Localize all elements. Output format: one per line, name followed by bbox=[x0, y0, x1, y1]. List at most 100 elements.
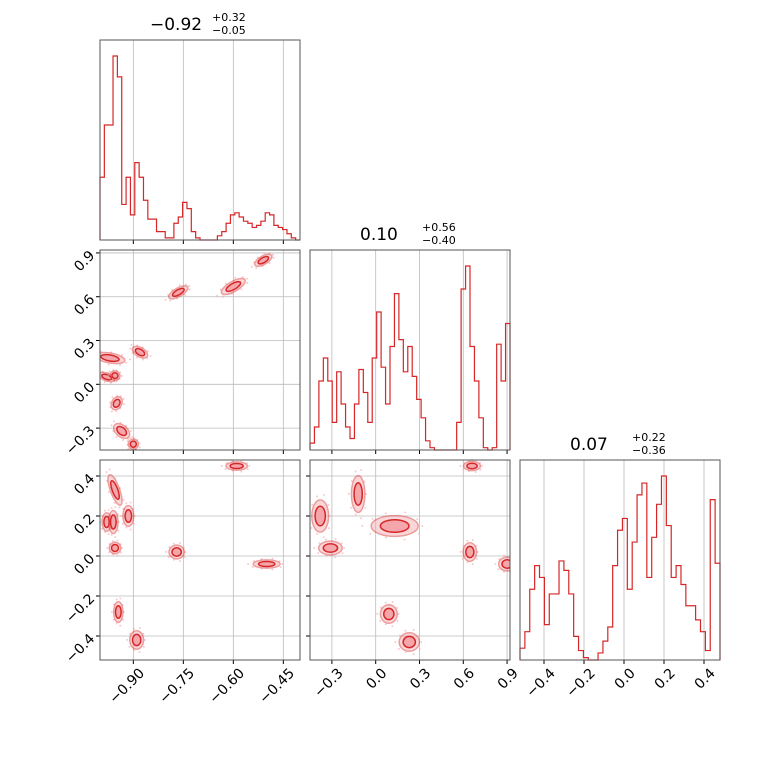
contour-blob bbox=[126, 436, 141, 450]
sample-point bbox=[106, 546, 109, 549]
sample-point bbox=[143, 639, 146, 641]
sample-point bbox=[271, 557, 274, 560]
sample-point bbox=[119, 543, 122, 546]
sample-point bbox=[103, 531, 106, 534]
sample-point bbox=[394, 640, 397, 643]
y-tick-label: −0.4 bbox=[63, 631, 98, 666]
panel-background bbox=[100, 250, 300, 450]
x-tick-label: 0.0 bbox=[612, 665, 639, 692]
sample-point bbox=[119, 551, 122, 554]
sample-point bbox=[459, 464, 462, 467]
sample-point bbox=[268, 252, 271, 255]
sample-point bbox=[494, 562, 497, 565]
sample-point bbox=[130, 343, 133, 346]
histogram-title-0: −0.92 bbox=[150, 15, 202, 35]
sample-point bbox=[479, 461, 482, 464]
sample-point bbox=[245, 462, 248, 465]
sample-point bbox=[397, 613, 400, 615]
sample-point bbox=[240, 470, 243, 473]
sample-point bbox=[133, 627, 136, 630]
histogram-title-1: 0.10 bbox=[360, 225, 398, 245]
contour-inner bbox=[257, 255, 270, 265]
sample-point bbox=[384, 623, 387, 626]
sample-point bbox=[502, 554, 505, 557]
contour-blob bbox=[119, 501, 136, 531]
sample-point bbox=[113, 501, 116, 504]
sample-point bbox=[106, 479, 109, 482]
sample-point bbox=[171, 288, 174, 291]
contour-blob bbox=[105, 505, 120, 539]
sample-point bbox=[322, 493, 325, 496]
sample-point bbox=[459, 550, 462, 553]
sample-point bbox=[109, 377, 112, 380]
contour-blob bbox=[347, 468, 368, 520]
sample-point bbox=[131, 352, 134, 355]
contour-blob bbox=[110, 597, 125, 627]
sample-point bbox=[115, 380, 118, 383]
sample-point bbox=[127, 447, 130, 450]
x-tick-label: −0.4 bbox=[523, 665, 558, 700]
sample-point bbox=[245, 277, 248, 280]
contour-blob bbox=[129, 343, 152, 361]
sample-point bbox=[125, 502, 128, 505]
sample-point bbox=[350, 480, 353, 483]
contour-blob bbox=[107, 369, 123, 383]
sample-point bbox=[114, 536, 117, 539]
sample-point bbox=[142, 645, 145, 648]
sample-point bbox=[317, 552, 320, 555]
histogram-title-2: 0.07 bbox=[570, 435, 608, 455]
sample-point bbox=[479, 468, 482, 471]
sample-point bbox=[515, 568, 517, 570]
sample-point bbox=[119, 487, 122, 490]
sample-point bbox=[132, 508, 135, 511]
sample-point bbox=[241, 276, 244, 279]
sample-point bbox=[121, 353, 124, 356]
sample-point bbox=[462, 468, 465, 471]
sample-point bbox=[279, 566, 282, 569]
sample-point bbox=[412, 628, 415, 631]
contour-inner bbox=[353, 482, 364, 506]
contour-blob bbox=[110, 420, 134, 442]
sample-point bbox=[397, 647, 400, 650]
sample-point bbox=[188, 288, 191, 291]
sample-point bbox=[129, 429, 132, 432]
sample-point bbox=[220, 464, 223, 467]
y-tick-label: −0.3 bbox=[63, 423, 98, 458]
sample-point bbox=[115, 622, 118, 625]
sample-point bbox=[251, 566, 254, 569]
sample-point bbox=[417, 634, 420, 637]
sample-point bbox=[272, 253, 275, 256]
sample-point bbox=[514, 558, 516, 560]
contour-blob bbox=[220, 460, 251, 473]
sample-point bbox=[125, 361, 128, 364]
sample-point bbox=[167, 556, 170, 559]
sample-point bbox=[122, 403, 125, 406]
contour-inner bbox=[402, 635, 417, 649]
sample-point bbox=[136, 439, 139, 442]
sample-point bbox=[118, 506, 121, 509]
y-tick-label: 0.9 bbox=[71, 248, 98, 275]
contour-inner bbox=[257, 560, 276, 568]
sample-point bbox=[107, 490, 110, 493]
sample-point bbox=[101, 514, 104, 517]
sample-point bbox=[363, 480, 366, 483]
sample-point bbox=[396, 619, 399, 622]
sample-point bbox=[113, 420, 116, 423]
title-lower-error: −0.40 bbox=[422, 234, 456, 247]
contour-blob bbox=[459, 538, 479, 566]
sample-point bbox=[109, 401, 112, 404]
histogram-step-line bbox=[519, 475, 721, 661]
contour-inner bbox=[322, 543, 339, 553]
sample-point bbox=[119, 371, 122, 374]
sample-point bbox=[178, 560, 181, 563]
sample-point bbox=[108, 370, 111, 373]
sample-point bbox=[466, 539, 469, 542]
y-tick-label: 0.3 bbox=[71, 335, 98, 362]
contour-blob bbox=[164, 283, 191, 302]
sample-point bbox=[119, 364, 122, 367]
contour-inner bbox=[114, 604, 122, 620]
sample-point bbox=[112, 430, 115, 433]
sample-point bbox=[340, 542, 343, 545]
sample-point bbox=[222, 295, 225, 298]
sample-point bbox=[475, 544, 478, 547]
